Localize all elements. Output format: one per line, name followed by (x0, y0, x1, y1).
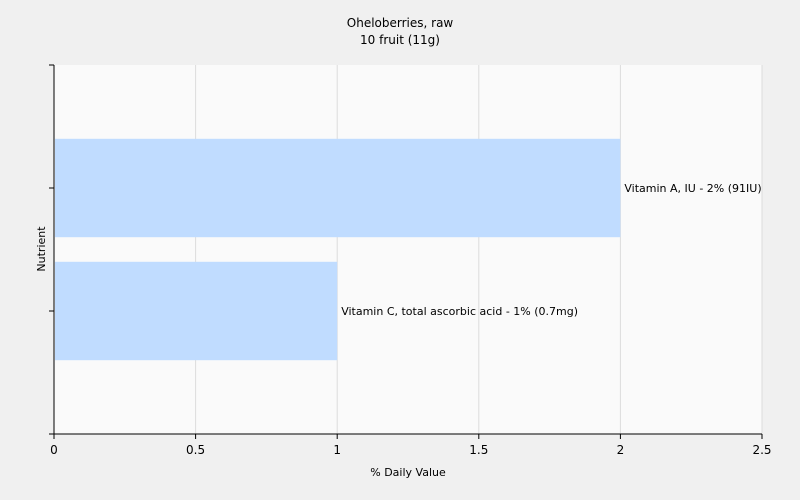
gridlines (195, 65, 763, 434)
plot-area (54, 65, 762, 434)
axes (53, 65, 762, 435)
bars (55, 138, 621, 361)
chart-title: Oheloberries, raw (347, 16, 454, 30)
x-tick-label: 1.5 (469, 443, 488, 457)
x-ticks: 0 0.5 1 1.5 2 2.5 (50, 434, 772, 457)
data-label: Vitamin A, IU - 2% (91IU) (624, 182, 761, 195)
chart-subtitle: 10 fruit (11g) (360, 33, 440, 47)
x-tick-label: 2 (617, 443, 625, 457)
bar (55, 138, 621, 238)
bar (55, 261, 338, 361)
x-tick-label: 0.5 (186, 443, 205, 457)
data-labels: Vitamin A, IU - 2% (91IU) Vitamin C, tota… (341, 182, 761, 318)
x-axis-label: % Daily Value (370, 466, 446, 479)
data-label: Vitamin C, total ascorbic acid - 1% (0.7… (341, 305, 578, 318)
x-tick-label: 0 (50, 443, 58, 457)
x-tick-label: 1 (333, 443, 341, 457)
y-axis-label: Nutrient (35, 226, 48, 272)
x-tick-label: 2.5 (752, 443, 771, 457)
y-ticks (49, 64, 54, 435)
